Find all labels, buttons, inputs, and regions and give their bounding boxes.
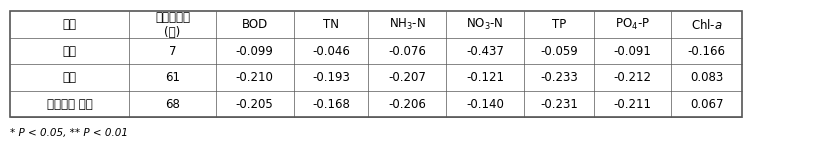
Text: -0.168: -0.168	[312, 98, 350, 111]
Text: 구분: 구분	[63, 18, 77, 31]
Bar	[129, 11, 216, 38]
Text: -0.207: -0.207	[388, 71, 426, 84]
Text: * P < 0.05, ** P < 0.01: * P < 0.05, ** P < 0.01	[10, 128, 128, 138]
Text: -0.206: -0.206	[388, 98, 426, 111]
Text: 7: 7	[169, 45, 176, 58]
Text: 0.067: 0.067	[690, 98, 723, 111]
Bar	[294, 38, 368, 64]
Text: 68: 68	[165, 98, 180, 111]
Bar	[129, 38, 216, 64]
Bar	[129, 64, 216, 91]
Bar	[10, 64, 129, 91]
Text: 조사구간수
(개): 조사구간수 (개)	[155, 11, 190, 39]
Bar	[10, 38, 129, 64]
Bar	[294, 11, 368, 38]
Text: BOD: BOD	[242, 18, 267, 31]
Text: -0.046: -0.046	[312, 45, 350, 58]
Bar	[671, 11, 742, 38]
Bar	[594, 38, 671, 64]
Text: -0.099: -0.099	[235, 45, 274, 58]
Text: -0.091: -0.091	[613, 45, 652, 58]
Bar	[368, 64, 446, 91]
Bar	[594, 91, 671, 117]
Bar	[671, 38, 742, 64]
Text: -0.076: -0.076	[388, 45, 426, 58]
Text: 61: 61	[165, 71, 180, 84]
Text: -0.437: -0.437	[466, 45, 504, 58]
Bar	[216, 11, 294, 38]
Text: -0.166: -0.166	[687, 45, 726, 58]
Bar	[129, 91, 216, 117]
Text: Chl-$a$: Chl-$a$	[690, 18, 723, 32]
Bar	[294, 91, 368, 117]
Bar	[216, 64, 294, 91]
Bar	[446, 11, 524, 38]
Bar	[10, 91, 129, 117]
Bar	[594, 64, 671, 91]
Bar	[524, 38, 594, 64]
Text: -0.059: -0.059	[541, 45, 578, 58]
Bar	[524, 91, 594, 117]
Text: 한강본류 수계: 한강본류 수계	[47, 98, 92, 111]
Bar	[594, 11, 671, 38]
Bar	[294, 64, 368, 91]
Bar	[368, 38, 446, 64]
Bar	[524, 64, 594, 91]
Bar	[671, 64, 742, 91]
Text: NO$_3$-N: NO$_3$-N	[467, 17, 504, 32]
Text: TP: TP	[552, 18, 566, 31]
Text: 0.083: 0.083	[690, 71, 723, 84]
Text: -0.205: -0.205	[236, 98, 273, 111]
Text: -0.231: -0.231	[540, 98, 579, 111]
Bar	[524, 11, 594, 38]
Bar	[446, 64, 524, 91]
Bar	[216, 91, 294, 117]
Text: -0.193: -0.193	[312, 71, 350, 84]
Bar	[671, 91, 742, 117]
Text: -0.233: -0.233	[541, 71, 578, 84]
Bar	[368, 11, 446, 38]
Text: -0.212: -0.212	[613, 71, 652, 84]
Text: NH$_3$-N: NH$_3$-N	[388, 17, 425, 32]
Bar	[10, 11, 129, 38]
Text: PO$_4$-P: PO$_4$-P	[615, 17, 650, 32]
Text: -0.211: -0.211	[613, 98, 652, 111]
Text: -0.210: -0.210	[235, 71, 274, 84]
Text: 지류: 지류	[63, 71, 77, 84]
Bar	[10, 11, 742, 117]
Bar	[368, 91, 446, 117]
Text: -0.140: -0.140	[466, 98, 504, 111]
Bar	[216, 38, 294, 64]
Bar	[446, 38, 524, 64]
Text: 본류: 본류	[63, 45, 77, 58]
Text: -0.121: -0.121	[466, 71, 504, 84]
Text: TN: TN	[323, 18, 339, 31]
Bar	[446, 91, 524, 117]
